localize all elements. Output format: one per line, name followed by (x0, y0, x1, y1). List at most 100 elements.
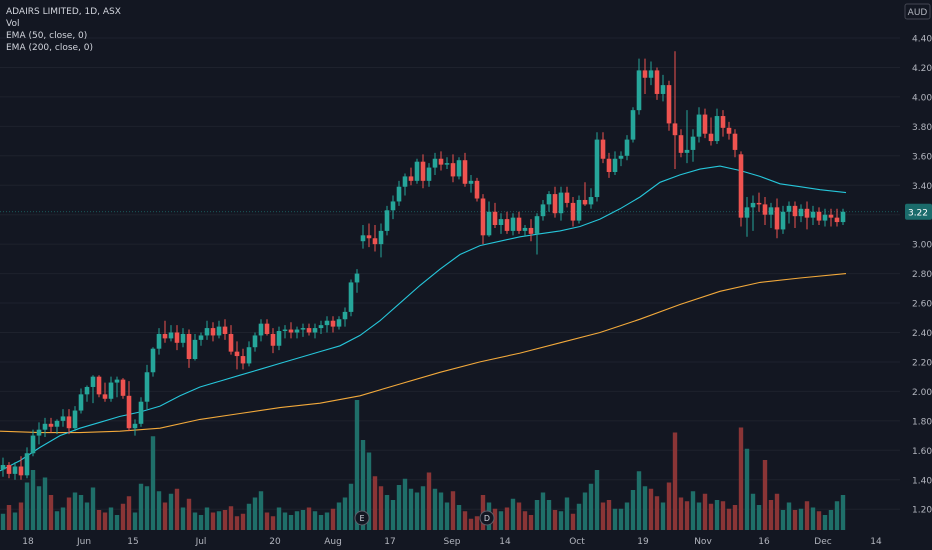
volume-bar (468, 518, 474, 530)
candle (438, 151, 444, 171)
dividend-marker[interactable]: D (479, 510, 495, 526)
candle-body (204, 328, 210, 336)
candle (114, 376, 120, 398)
volume-legend[interactable]: Vol (6, 19, 20, 29)
volume-bar (738, 427, 744, 530)
candle-body (216, 326, 222, 336)
candle (300, 323, 306, 337)
candle-body (804, 208, 810, 218)
candle (0, 457, 6, 477)
candle (744, 197, 750, 237)
ema200-legend[interactable]: EMA (200, close, 0) (6, 43, 94, 53)
volume-bar (684, 501, 690, 530)
candle (108, 376, 114, 402)
volume-bar (588, 483, 594, 530)
y-tick-label: 3.40 (912, 182, 932, 192)
volume-bar (654, 496, 660, 530)
marker-circle (354, 510, 370, 526)
volume-bar (228, 506, 234, 530)
candle (6, 462, 12, 479)
x-tick-label: 14 (499, 537, 511, 547)
candle (444, 157, 450, 170)
ema50-legend[interactable]: EMA (50, close, 0) (6, 31, 88, 41)
candle (762, 197, 768, 226)
candle (264, 319, 270, 336)
candle (648, 61, 654, 86)
candle-body (324, 320, 330, 326)
candle-body (210, 328, 216, 336)
candle-body (30, 435, 36, 454)
candle (834, 208, 840, 227)
candle (258, 319, 264, 342)
candle-body (366, 235, 372, 239)
candle (672, 51, 678, 170)
volume-bar (108, 507, 114, 530)
volume-bar (534, 500, 540, 530)
candle (60, 409, 66, 427)
volume-bar (552, 510, 558, 530)
candle-body (750, 202, 756, 208)
volume-bar (168, 493, 174, 530)
candle-body (606, 158, 612, 172)
volume-bar (372, 476, 378, 530)
candle-body (480, 198, 486, 236)
volume-bar (528, 515, 534, 530)
currency-badge[interactable]: AUD (904, 3, 931, 20)
x-tick-label: 19 (637, 537, 649, 547)
volume-bar (564, 497, 570, 530)
earnings-marker[interactable]: E (354, 510, 370, 526)
candle (288, 322, 294, 339)
y-tick-label: 2.80 (912, 270, 932, 280)
volume-bar (492, 508, 498, 530)
volume-bar (180, 507, 186, 530)
candle-body (666, 85, 672, 124)
volume-bar (156, 491, 162, 530)
candle (222, 319, 228, 340)
volume-bar (732, 505, 738, 530)
x-tick-label: 15 (127, 537, 138, 547)
volume-bar (234, 516, 240, 530)
candle-body (84, 386, 90, 395)
candle (594, 132, 600, 202)
candle (132, 419, 138, 436)
volume-bar (768, 500, 774, 530)
candle-body (636, 70, 642, 111)
volume-bar (102, 512, 108, 530)
candle (780, 205, 786, 234)
candle (72, 406, 78, 432)
volume-bar (0, 513, 6, 530)
candle (330, 316, 336, 333)
candle-body (528, 227, 534, 234)
candle-body (504, 219, 510, 231)
candle (156, 328, 162, 355)
volume-bar (438, 492, 444, 530)
candle-body (492, 211, 498, 226)
volume-bar (342, 497, 348, 530)
candle-body (696, 114, 702, 137)
volume-bar (366, 452, 372, 530)
candle-body (648, 70, 654, 78)
candle-body (420, 161, 426, 181)
x-tick-label: Jun (76, 537, 91, 547)
volume-bar (600, 502, 606, 530)
volume-bar (666, 482, 672, 530)
symbol-title[interactable]: ADAIRS LIMITED, 1D, ASX (6, 7, 121, 17)
volume-bar (702, 493, 708, 530)
candle (816, 207, 822, 226)
candle-body (702, 114, 708, 134)
volume-bar (546, 500, 552, 530)
candle-body (690, 136, 696, 150)
volume-bar (390, 500, 396, 530)
candle-body (738, 154, 744, 218)
candle (420, 154, 426, 189)
candle (726, 121, 732, 140)
candle (318, 320, 324, 334)
candle (630, 107, 636, 143)
candle-body (654, 70, 660, 94)
volume-bar (648, 488, 654, 530)
candle-body (342, 311, 348, 320)
candle-body (24, 453, 30, 476)
volume-bar (162, 502, 168, 530)
